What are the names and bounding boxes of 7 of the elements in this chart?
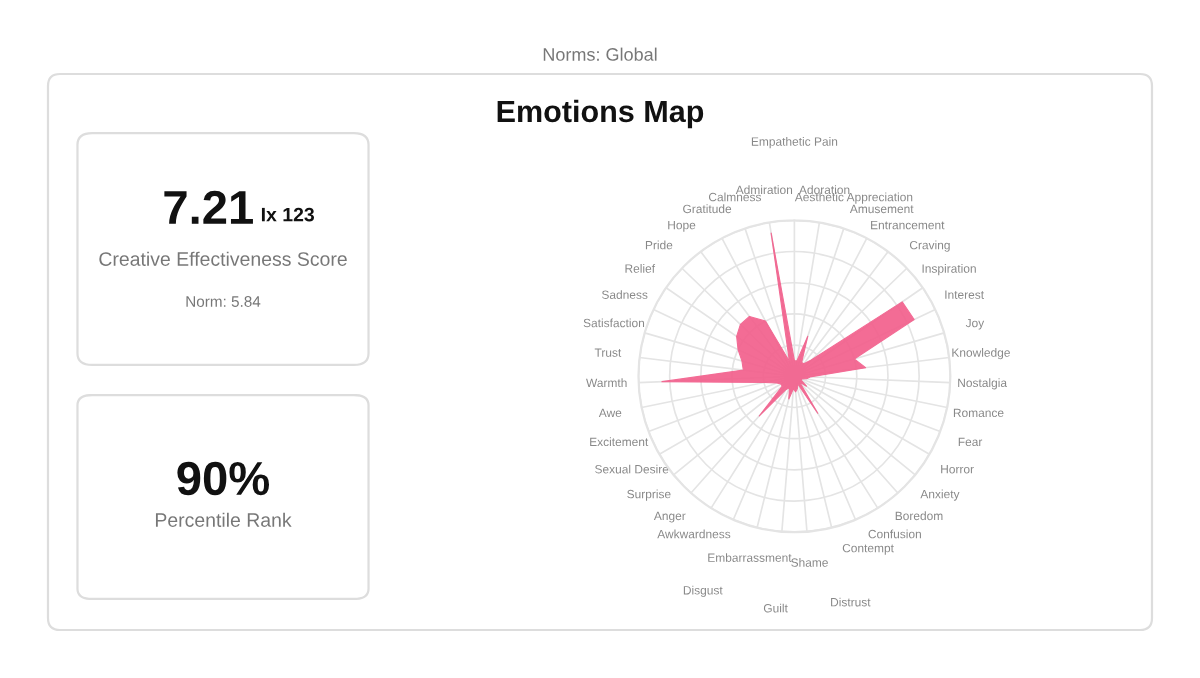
text: Ix 123: [261, 207, 315, 222]
text: Norms: Global: [543, 47, 657, 61]
text: 90%: [177, 461, 270, 496]
text: 7.21: [164, 190, 253, 224]
text: Percentile Rank: [155, 512, 292, 527]
text: Creative Effectiveness Score: [99, 251, 347, 266]
chart-title: Emotions Map: [497, 99, 704, 129]
